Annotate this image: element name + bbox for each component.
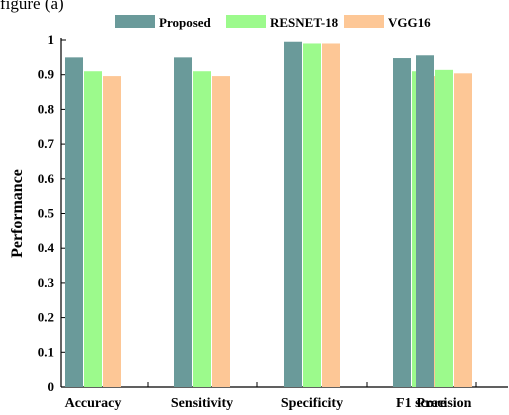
bar-resnet-18-sensitivity xyxy=(193,71,211,387)
x-category-label: Specificity xyxy=(281,396,343,410)
y-tick-label: 0 xyxy=(48,379,55,394)
y-tick-label: 0.2 xyxy=(38,310,54,325)
bar-proposed-specificity xyxy=(284,41,302,388)
legend-swatch-resnet-18 xyxy=(226,15,266,28)
legend-label-proposed: Proposed xyxy=(159,15,212,30)
bars xyxy=(65,41,472,388)
legend-label-resnet-18: RESNET-18 xyxy=(270,15,339,30)
bar-resnet-18-precision xyxy=(435,69,453,387)
x-category-label: Precision xyxy=(417,396,472,410)
y-tick-label: 0.7 xyxy=(38,136,55,151)
bar-vgg16-accuracy xyxy=(103,76,121,387)
y-axis-title: Performance xyxy=(9,169,26,258)
legend-label-vgg16: VGG16 xyxy=(388,15,431,30)
y-tick-label: 0.6 xyxy=(38,171,55,186)
bar-vgg16-sensitivity xyxy=(212,76,230,387)
y-tick-label: 0.1 xyxy=(38,344,54,359)
x-category-label: Accuracy xyxy=(65,396,122,410)
bar-vgg16-specificity xyxy=(322,43,340,387)
bar-proposed-f1-score xyxy=(393,58,411,387)
legend-swatch-vgg16 xyxy=(344,15,384,28)
x-category-label: Sensitivity xyxy=(171,396,233,410)
axes: 0 0.1 0.2 0.3 0.4 0.5 0.6 0.7 0.8 0.9 1 Accuracy Sen… xyxy=(38,32,508,411)
bar-resnet-18-accuracy xyxy=(84,71,102,387)
y-tick-label: 1 xyxy=(48,32,55,47)
y-tick-label: 0.8 xyxy=(38,101,55,116)
bar-resnet-18-specificity xyxy=(303,43,321,387)
bar-proposed-accuracy xyxy=(65,57,83,387)
y-tick-label: 0.4 xyxy=(38,240,55,255)
legend: Proposed RESNET-18 VGG16 xyxy=(115,15,431,30)
y-tick-label: 0.5 xyxy=(38,206,55,221)
y-tick-label: 0.3 xyxy=(38,275,55,290)
bar-vgg16-precision xyxy=(454,73,472,387)
bar-proposed-precision xyxy=(416,55,434,387)
y-tick-label: 0.9 xyxy=(38,67,55,82)
bar-proposed-sensitivity xyxy=(174,57,192,387)
legend-swatch-proposed xyxy=(115,15,155,28)
figure-caption-fragment: figure (a) xyxy=(0,0,64,13)
x-category-label: F1 score xyxy=(396,396,446,410)
